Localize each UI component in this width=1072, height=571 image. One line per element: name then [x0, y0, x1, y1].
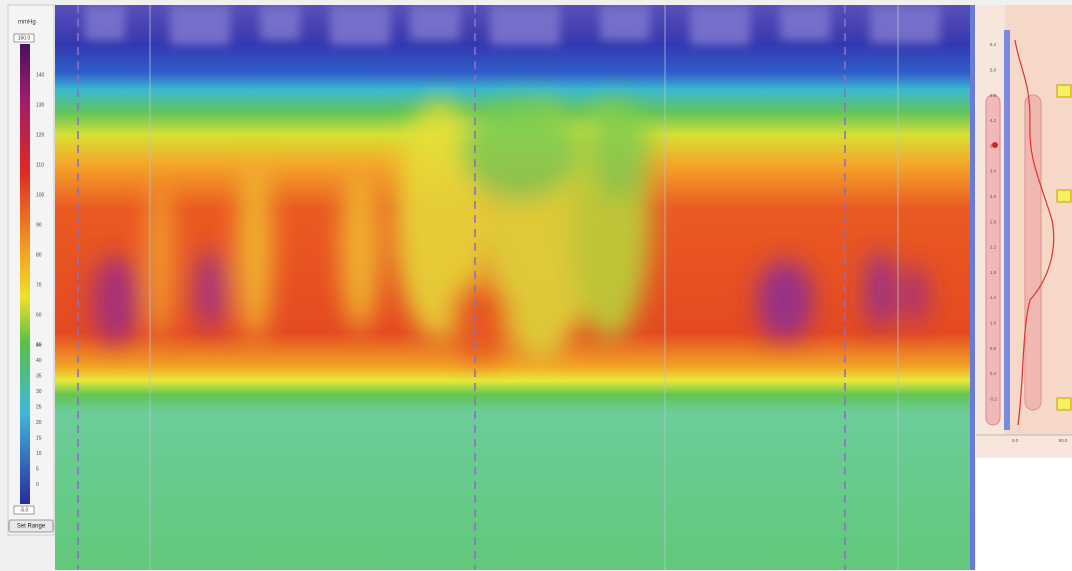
heatmap	[55, 5, 970, 570]
color-bar-tick: 15	[36, 435, 42, 441]
position-tick: 4.6	[990, 93, 997, 98]
legend-min: -5.0	[20, 507, 29, 513]
color-bar-tick: 0	[36, 482, 39, 488]
position-tick: 4.2	[990, 118, 997, 123]
color-bar-tick: 90	[36, 222, 42, 228]
color-bar-tick: 5	[36, 466, 39, 472]
button-label: Set Range	[17, 524, 46, 530]
color-bar-tick: 110	[36, 162, 44, 168]
position-tick: 1.8	[990, 270, 997, 275]
color-bar-tick: 130	[36, 102, 45, 108]
position-tick: 1.0	[990, 320, 997, 325]
position-tick: 1.4	[990, 295, 997, 300]
color-bar-tick: 60	[36, 312, 42, 318]
position-tick: 0.2	[990, 371, 997, 376]
legend: mmHg 150.0 -5.0 140130120110100908070605…	[8, 5, 54, 535]
legend-unit: mmHg	[18, 20, 36, 26]
position-tick: 3.4	[990, 169, 997, 174]
time-tick: 50.0	[1059, 438, 1068, 443]
position-tick: 3.8	[990, 143, 997, 148]
position-tick: 0.6	[990, 346, 997, 351]
color-bar-tick: 120	[36, 132, 45, 138]
color-bar-tick: 40	[36, 358, 42, 364]
manometry-screen: mmHg 150.0 -5.0 140130120110100908070605…	[0, 0, 1072, 571]
time-tick: 0.0	[1012, 438, 1019, 443]
position-tick: 2.6	[990, 219, 997, 224]
color-bar-tick: 30	[36, 389, 42, 395]
color-bar-tick: 70	[36, 282, 42, 288]
color-bar-tick: 20	[36, 420, 42, 426]
color-bar-tick: 100	[36, 192, 45, 198]
legend-max: 150.0	[18, 35, 31, 41]
color-bar-tick: 35	[36, 373, 42, 379]
position-tick: 2.2	[990, 245, 997, 250]
color-bar-tick: 45	[36, 342, 42, 348]
color-bar	[20, 44, 30, 504]
color-bar-tick: 80	[36, 252, 42, 258]
side-panel: 5.4 5.0 4.6 4.2 3.8 3.4 3.0 2.6 2.2 1.8 1.4 1.0 0.6 0…	[976, 5, 1072, 457]
position-tick: 5.4	[990, 42, 997, 47]
position-tick: 5.0	[990, 67, 997, 72]
color-bar-tick: 140	[36, 72, 45, 78]
position-tick: 3.0	[990, 194, 997, 199]
color-bar-tick: 10	[36, 451, 42, 457]
scroll-bar[interactable]	[970, 5, 975, 570]
position-tick: -0.2	[989, 396, 997, 401]
color-bar-tick: 25	[36, 404, 42, 410]
